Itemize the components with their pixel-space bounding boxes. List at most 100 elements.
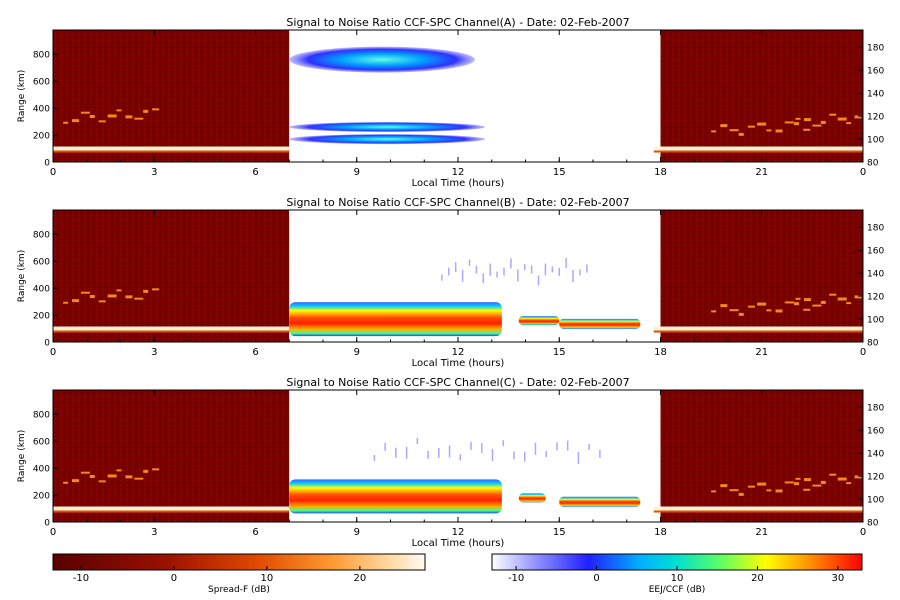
echo-8-scatter [572,269,574,282]
colorbar-label: Spread-F (dB) [208,585,270,595]
echo-0-edge [53,330,290,333]
echo-3-patch [711,310,717,313]
echo-1-patch [125,475,133,479]
x-tick-label: 21 [755,167,768,178]
echo-4-patch [795,117,801,120]
echo-8-scatter [566,440,569,451]
echo-1-patch [89,475,95,479]
x-tick-label: 21 [755,527,768,538]
x-tick-label: 15 [553,347,566,358]
echo-1-patch [63,121,69,124]
colorbar-eej-ccf: -10 0 10 20 30 EEJ/CCF (dB) [491,553,863,595]
echo-1-patch [125,115,133,119]
x-tick-label: 9 [354,527,360,538]
y2-tick-label: 140 [867,270,884,280]
echo-8-scatter [454,262,457,273]
echo-1-patch [80,291,90,294]
echo-7 [559,318,641,329]
x-tick-label: 9 [354,347,360,358]
night-region-left [53,210,290,342]
echo-3-patch [747,305,755,308]
echo-3-patch [784,301,794,304]
y2-tick-label: 120 [867,473,884,483]
echo-3-patch [766,309,772,312]
echo-3-patch [803,128,811,131]
echo-1-patch [116,109,122,112]
colorbar-tick-label: 20 [354,573,367,584]
echo-3-patch [729,489,739,492]
y2-tick-label: 80 [867,519,879,529]
night-region-left [53,390,290,522]
echo-2 [653,506,863,511]
colorbar-label: EEJ/CCF (dB) [649,585,706,595]
y-tick-label: 200 [33,492,50,502]
echo-1-patch [134,297,144,300]
echo-8-scatter [489,263,491,276]
night-region-right [660,30,863,162]
echo-8-scatter [459,454,462,461]
echo-5 [289,479,502,514]
echo-8-scatter [461,269,464,282]
echo-4-patch [846,122,852,125]
echo-4-patch [846,482,852,485]
echo-4-patch [795,477,801,480]
echo-8-scatter [544,263,547,276]
y2-tick-label: 140 [867,450,884,460]
echo-1-patch [98,300,106,303]
y2-tick-label: 80 [867,159,879,169]
echo-8-scatter [523,451,526,462]
y-tick-label: 600 [33,438,50,448]
echo-1-patch [152,108,160,111]
echo-5 [289,302,502,337]
colorbar-spread-f: -10 0 10 20 Spread-F (dB) [52,553,426,595]
echo-8-scatter [441,274,443,281]
chart-panel-c: 0 3 6 9 12 15 18 21 0020040060080080100120140160… [17,376,884,549]
colorbar-tick-label: 10 [671,573,684,584]
y2-tick-label: 180 [867,404,884,414]
echo-8-scatter [556,442,558,451]
echo-8-scatter [491,448,494,461]
y2-tick-label: 160 [867,67,884,77]
echo-2-edge [653,510,863,513]
y2-tick-label: 80 [867,339,879,349]
echo-8-scatter [534,442,537,455]
echo-8-scatter [588,443,590,450]
echo-8-scatter [510,258,512,269]
echo-4-patch [837,117,847,121]
y-tick-label: 400 [33,285,50,295]
echo-7 [559,496,641,507]
y2-tick-label: 120 [867,293,884,303]
echo-8-scatter [586,264,588,273]
x-tick-label: 0 [50,527,56,538]
x-tick-label: 6 [252,167,258,178]
x-axis-label: Local Time (hours) [412,538,505,549]
echo-1-patch [116,289,122,292]
echo-3-patch [738,312,744,316]
echo-3-patch [803,308,811,311]
echo-1-patch [107,294,117,298]
echo-6 [518,493,546,503]
echo-8-scatter [551,266,554,273]
echo-3-patch [766,489,772,492]
x-tick-label: 15 [553,167,566,178]
echo-1-patch [89,295,95,299]
echo-4-patch [837,477,847,481]
y-tick-label: 400 [33,465,50,475]
x-tick-label: 12 [452,347,465,358]
echo-1-patch [152,468,160,471]
echo-8-scatter [537,275,540,286]
chart-title: Signal to Noise Ratio CCF-SPC Channel(A)… [286,16,629,29]
echo-0 [53,146,290,151]
echo-4-patch [829,113,837,116]
echo-3-patch [711,490,717,493]
y-tick-label: 600 [33,258,50,268]
echo-0 [53,326,290,331]
echo-8-scatter [565,257,567,268]
echo-3-patch [793,482,799,486]
echo-8-scatter [470,441,472,450]
echo-4-patch [803,478,811,482]
y2-tick-label: 180 [867,44,884,54]
echo-4-patch [820,480,826,484]
echo-1-patch [80,471,90,474]
